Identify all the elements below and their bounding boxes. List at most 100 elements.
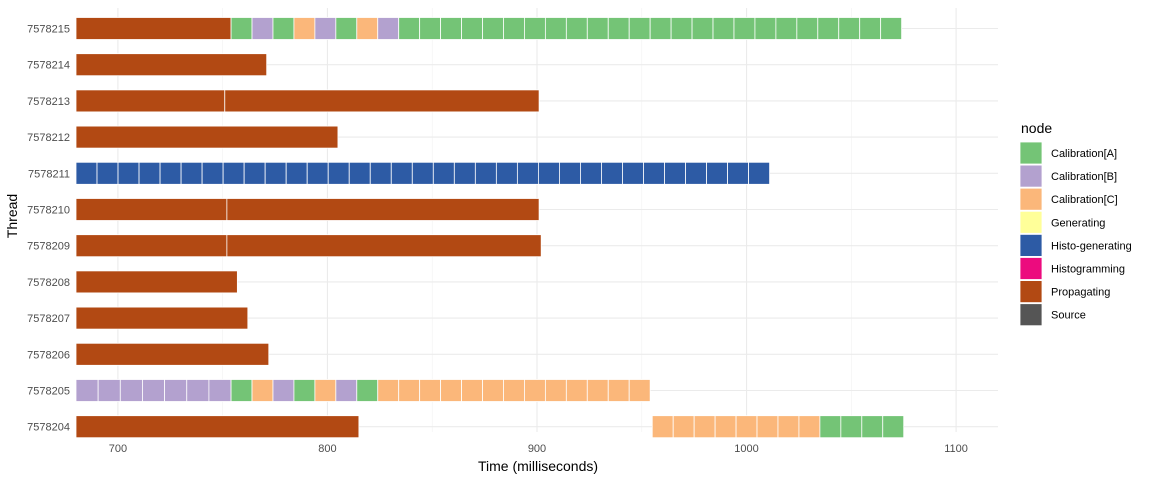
bar-segment (607, 17, 630, 40)
y-tick-label: 7578212 (27, 132, 70, 144)
bar-segment (586, 379, 609, 402)
legend-key (1019, 164, 1043, 188)
bar-segment (559, 161, 581, 185)
bar-segment (586, 17, 609, 40)
bar-segment (861, 415, 884, 439)
bar-segment (859, 17, 882, 40)
x-axis-title: Time (milliseconds) (478, 458, 598, 474)
y-tick-label: 7578215 (27, 24, 70, 36)
bar-segment (224, 89, 540, 113)
bar-segment (226, 198, 540, 221)
bar-segment (775, 17, 798, 40)
bar-segment (398, 379, 421, 402)
bar-segment (607, 379, 630, 402)
bar-segment (75, 306, 249, 330)
bar-segment (314, 17, 337, 40)
bar-segment (272, 17, 295, 40)
bar-segment (398, 17, 421, 40)
bar-segment (327, 161, 350, 185)
legend-key (1019, 280, 1043, 304)
thread-row (75, 198, 540, 221)
bar-segment (735, 415, 758, 439)
bar-segment (461, 379, 483, 402)
thread-row (75, 234, 542, 258)
bar-segment (712, 17, 735, 40)
bar-segment (565, 379, 588, 402)
bar-segment (754, 17, 777, 40)
legend-label: Calibration[A] (1051, 148, 1117, 160)
bar-segment (838, 17, 861, 40)
bar-segment (440, 17, 462, 40)
bar-segment (356, 17, 379, 40)
bar-segment (628, 379, 651, 402)
thread-row (75, 306, 249, 330)
legend-key (1019, 303, 1043, 327)
legend-key (1019, 141, 1043, 165)
x-tick-label: 700 (109, 443, 127, 455)
y-axis-title: Thread (4, 194, 20, 238)
legend-key (1019, 233, 1043, 257)
bar-segment (880, 17, 903, 40)
bar-segment (335, 379, 358, 402)
bar-segment (777, 415, 800, 439)
bar-segment (75, 89, 226, 113)
bar-segment (369, 161, 392, 185)
thread-row (75, 342, 270, 366)
bar-segment (285, 161, 308, 185)
bar-segment (293, 379, 316, 402)
x-tick-label: 1100 (944, 443, 968, 455)
bar-segment (97, 379, 121, 402)
bar-segment (226, 234, 542, 258)
bar-segment (75, 270, 238, 294)
bar-segment (670, 17, 693, 40)
bar-segment (75, 342, 270, 366)
y-tick-label: 7578205 (27, 386, 70, 398)
bar-segment (516, 161, 539, 185)
bar-segment (75, 234, 228, 258)
legend-label: Calibration[B] (1051, 171, 1117, 183)
bar-segment (748, 161, 770, 185)
bar-segment (119, 379, 143, 402)
bar-segment (117, 161, 140, 185)
thread-row (75, 270, 238, 294)
bar-segment (180, 161, 203, 185)
legend-label: Histo-generating (1051, 240, 1132, 252)
legend-label: Propagating (1051, 287, 1110, 299)
bar-segment (651, 415, 674, 439)
bar-segment (377, 17, 400, 40)
bar-segment (419, 379, 442, 402)
bar-segment (798, 415, 821, 439)
bar-segment (96, 161, 119, 185)
bar-segment (672, 415, 695, 439)
y-tick-label: 7578206 (27, 349, 70, 361)
legend: node Calibration[A] Calibration[B] Calibra… (1019, 120, 1132, 327)
x-tick-label: 1000 (734, 443, 758, 455)
bar-segment (817, 17, 840, 40)
thread-row (75, 379, 651, 402)
bar-segment (622, 161, 644, 185)
bar-segment (756, 415, 779, 439)
legend-label: Source (1051, 310, 1086, 322)
bar-segment (840, 415, 863, 439)
bar-segment (474, 161, 497, 185)
y-tick-label: 7578208 (27, 277, 70, 289)
x-tick-label: 900 (528, 443, 546, 455)
bar-segment (356, 379, 379, 402)
bar-segment (482, 17, 504, 40)
y-tick-labels: 7578215 7578214 7578213 7578212 7578211 75782… (27, 24, 70, 434)
y-tick-label: 7578207 (27, 313, 70, 325)
x-tick-label: 800 (318, 443, 336, 455)
bar-segment (251, 379, 274, 402)
bar-segment (390, 161, 413, 185)
bar-segment (524, 379, 546, 402)
thread-row (75, 161, 770, 185)
bar-segment (544, 17, 567, 40)
bar-segment (142, 379, 166, 402)
legend-label: Calibration[C] (1051, 194, 1118, 206)
bar-segment (628, 17, 651, 40)
bar-segment (75, 125, 339, 149)
bar-segment (264, 161, 287, 185)
bar-segment (544, 379, 567, 402)
bar-segment (272, 379, 295, 402)
